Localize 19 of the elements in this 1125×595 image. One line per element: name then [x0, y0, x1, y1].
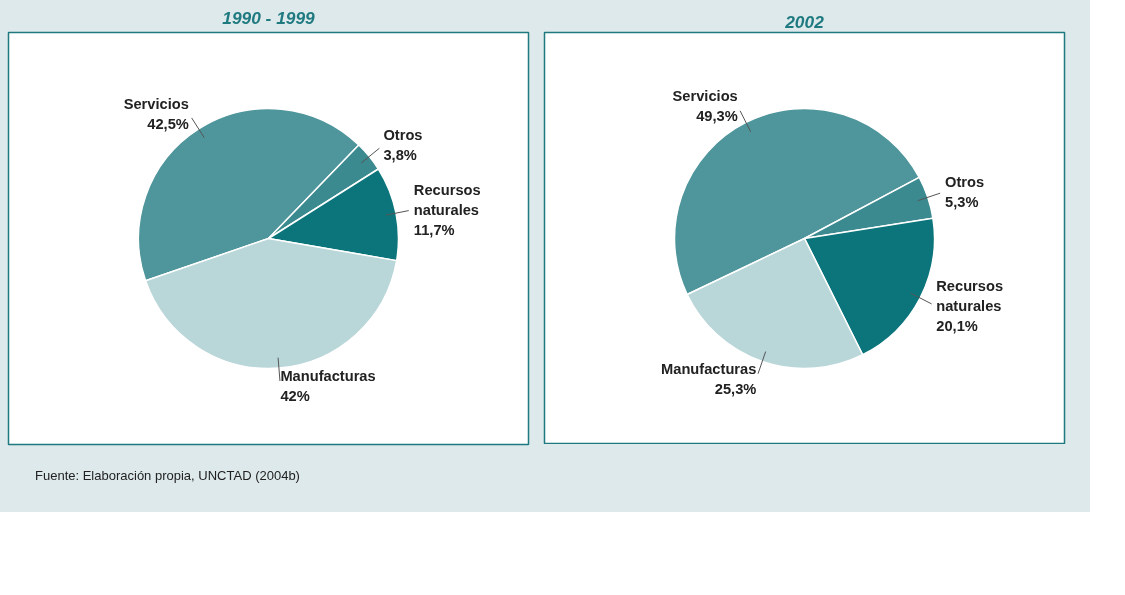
slice-label: Servicios: [123, 95, 189, 112]
chart-title: 1990 - 1999: [222, 7, 316, 28]
slice-label: Manufacturas: [661, 360, 757, 377]
slice-label: Recursos naturales: [413, 181, 481, 218]
chart-title: 2002: [784, 11, 825, 32]
slice-label: Manufacturas: [280, 368, 376, 385]
data-label: 42,5%: [147, 115, 189, 132]
slice-label: Otros: [383, 126, 423, 143]
data-label: 3,8%: [383, 146, 417, 163]
slice-label: Recursos naturales: [936, 278, 1004, 315]
source-note: Fuente: Elaboración propia, UNCTAD (2004b): [35, 467, 300, 485]
data-label: 25,3%: [714, 380, 757, 397]
data-label: 49,3%: [696, 108, 738, 125]
data-label: 11,7%: [413, 221, 455, 238]
data-label: 20,1%: [936, 318, 978, 335]
data-label: 42%: [280, 388, 310, 405]
data-label: 5,3%: [945, 193, 979, 210]
slice-label: Otros: [945, 173, 985, 190]
slice-label: Servicios: [672, 88, 738, 105]
